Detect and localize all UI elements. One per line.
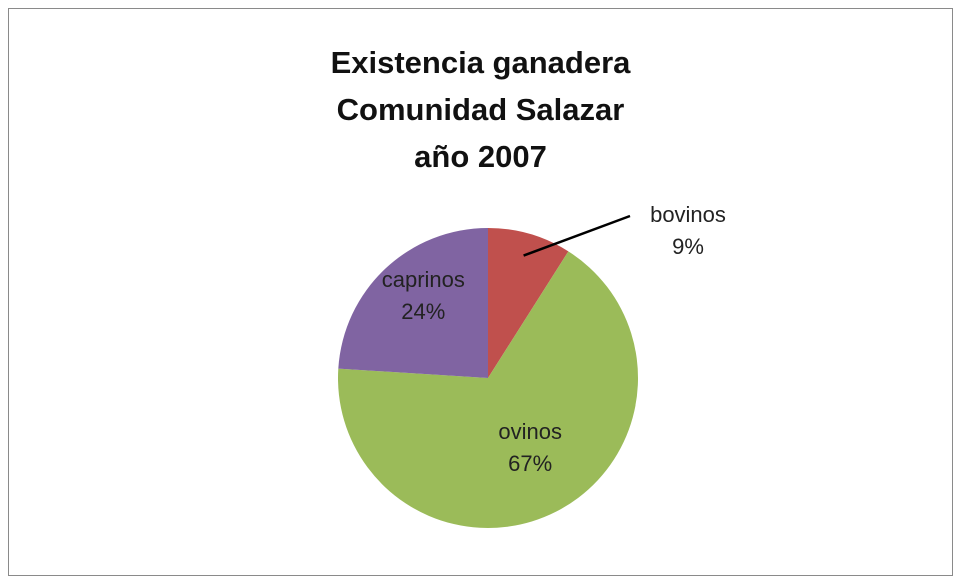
slice-percent-caprinos: 24% <box>401 299 445 324</box>
chart-title-line-3: año 2007 <box>414 139 547 174</box>
leader-line-bovinos <box>523 214 631 257</box>
pie-slices <box>338 228 639 529</box>
slice-name-caprinos: caprinos <box>382 267 465 292</box>
slice-percent-ovinos: 67% <box>508 451 552 476</box>
pie-labels: bovinos 9% ovinos 67% caprinos 24% <box>382 202 726 476</box>
slice-label-ovinos: ovinos 67% <box>498 419 562 476</box>
chart-title-line-1: Existencia ganadera <box>330 45 631 80</box>
slice-label-caprinos: caprinos 24% <box>382 267 465 324</box>
slice-name-ovinos: ovinos <box>498 419 562 444</box>
slice-label-bovinos: bovinos 9% <box>650 202 726 259</box>
pie-slice-caprinos <box>338 228 488 378</box>
pie-slice-ovinos <box>338 251 639 529</box>
slice-name-bovinos: bovinos <box>650 202 726 227</box>
pie-slice-bovinos <box>488 228 569 378</box>
chart-title-line-2: Comunidad Salazar <box>336 92 625 127</box>
chart-title: Existencia ganadera Comunidad Salazar añ… <box>9 39 952 180</box>
slice-percent-bovinos: 9% <box>672 234 704 259</box>
